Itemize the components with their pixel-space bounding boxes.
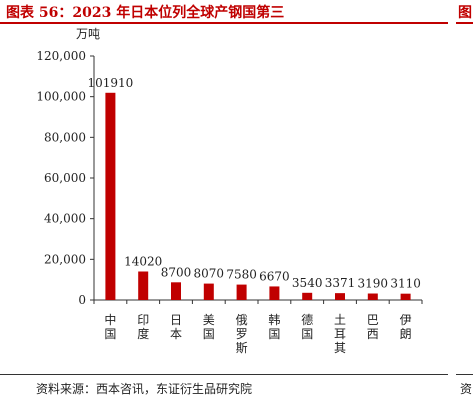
figure-header: 图表 56：2023 年日本位列全球产钢国第三 xyxy=(0,0,448,24)
bar xyxy=(236,284,247,300)
bar-value-label: 3190 xyxy=(358,277,389,291)
next-source-fragment: 资 xyxy=(460,382,473,396)
footer-rule xyxy=(0,374,448,375)
y-axis-unit-label: 万吨 xyxy=(76,27,100,41)
y-tick-label: 60,000 xyxy=(44,171,86,185)
bar xyxy=(203,283,214,300)
next-footer-rule xyxy=(456,374,473,375)
bar-chart: 万吨 0 20,000 40,000 60,000 80,000 100,000 120,0… xyxy=(36,27,423,355)
next-figure-title-fragment: 图 xyxy=(458,5,472,21)
x-tick-label: 巴西 xyxy=(367,313,379,341)
bar xyxy=(400,293,411,300)
bar xyxy=(335,293,345,300)
figure-title: 图表 56：2023 年日本位列全球产钢国第三 xyxy=(6,5,285,21)
y-tick-label: 120,000 xyxy=(36,49,86,63)
bar xyxy=(367,293,378,300)
x-tick-label: 韩国 xyxy=(268,312,280,341)
bar xyxy=(269,286,280,300)
x-tick-label: 土耳其 xyxy=(334,313,346,355)
bar xyxy=(138,271,149,300)
x-tick-label: 伊朗 xyxy=(400,313,412,341)
bar-value-label: 6670 xyxy=(259,269,290,283)
next-figure-header: 图 xyxy=(456,0,473,24)
bar xyxy=(171,282,181,300)
x-tick-label: 印度 xyxy=(137,313,149,341)
source-note: 资料来源：西本咨讯，东证衍生品研究院 xyxy=(36,382,253,396)
y-axis: 0 20,000 40,000 60,000 80,000 100,000 120,000 xyxy=(36,49,95,307)
bar-value-label: 8070 xyxy=(194,267,225,281)
y-tick-label: 40,000 xyxy=(44,212,86,226)
y-tick-label: 0 xyxy=(78,293,86,307)
x-tick-label: 俄罗斯 xyxy=(236,313,248,355)
bar-value-label: 14020 xyxy=(124,254,162,268)
bar-value-label: 8700 xyxy=(161,265,192,279)
x-tick-label: 日本 xyxy=(170,313,182,341)
bar-value-label: 3371 xyxy=(325,276,356,290)
bar-value-label: 101910 xyxy=(87,76,133,90)
y-tick-label: 20,000 xyxy=(44,252,86,266)
y-tick-label: 100,000 xyxy=(36,90,86,104)
x-tick-label: 德国 xyxy=(301,312,313,341)
x-tick-label: 中国 xyxy=(104,312,116,341)
bar-value-label: 3110 xyxy=(390,277,421,291)
bar-value-label: 3540 xyxy=(292,276,323,290)
bar xyxy=(302,292,313,300)
y-tick-label: 80,000 xyxy=(44,130,86,144)
bar-value-label: 7580 xyxy=(226,268,257,282)
x-tick-label: 美国 xyxy=(203,313,215,341)
bar xyxy=(105,92,116,301)
